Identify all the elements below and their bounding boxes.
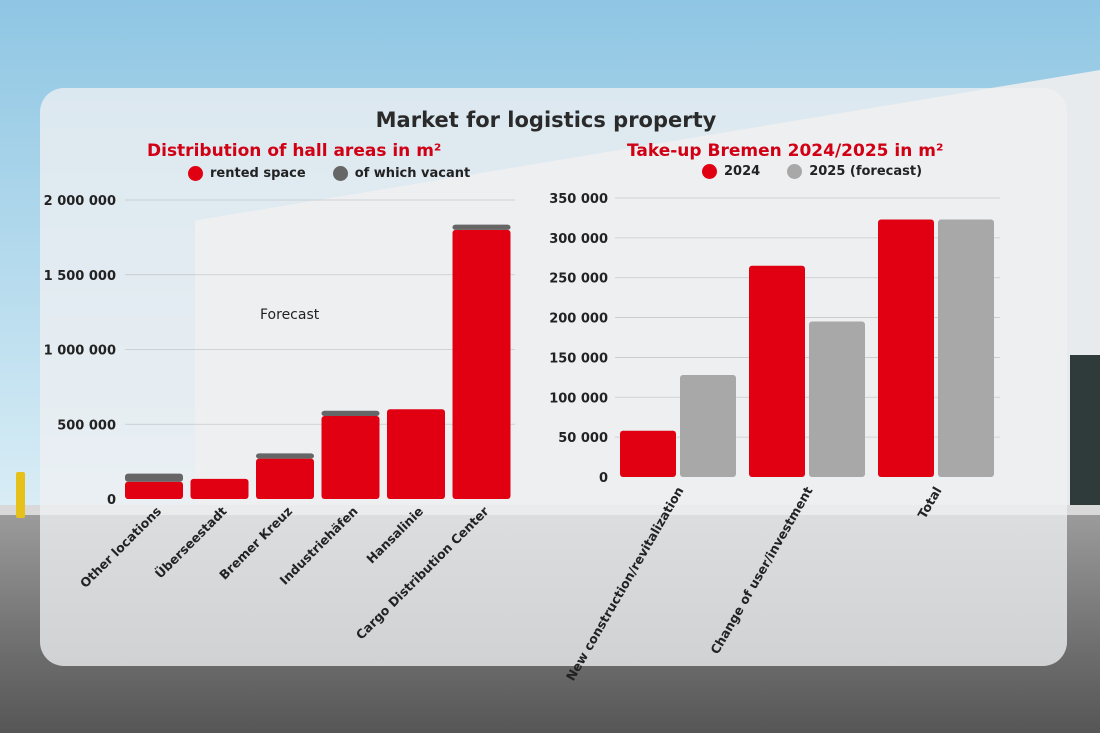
bar-2025-2	[938, 219, 994, 477]
chart1-ytick-label: 250 000	[549, 272, 608, 287]
chart0-ytick-label: 1 000 000	[44, 344, 116, 359]
legend-dot-rented	[188, 166, 203, 181]
chart1-ytick-label: 0	[599, 471, 608, 486]
right-chart-title: Take-up Bremen 2024/2025 in m²	[627, 141, 944, 161]
bar-rented-2	[256, 458, 314, 499]
legend-item-2024: 2024	[702, 164, 760, 179]
legend-item-vacant: of which vacant	[332, 166, 471, 181]
right-chart-legend: 2024 2025 (forecast)	[702, 164, 949, 179]
chart0-ytick-label: 0	[107, 493, 116, 508]
yellow-bollard	[16, 472, 25, 518]
chart1-ytick-label: 150 000	[549, 351, 608, 366]
category-label-5: Cargo Distribution Center	[353, 503, 492, 642]
bar-rented-4	[387, 409, 445, 499]
chart0-ytick-label: 2 000 000	[44, 194, 116, 209]
chart1-ytick-label: 300 000	[549, 232, 608, 247]
category-label-0: New construction/revitalization	[563, 484, 687, 683]
legend-label-2024: 2024	[724, 164, 761, 179]
forecast-annotation: Forecast	[260, 307, 320, 323]
bar-rented-1	[190, 478, 249, 499]
chart0-ytick-label: 500 000	[57, 418, 116, 433]
legend-label-vacant: of which vacant	[354, 166, 471, 181]
legend-label-rented: rented space	[210, 166, 306, 181]
bar-rented-3	[321, 416, 380, 499]
bar-2025-0	[680, 374, 736, 477]
legend-dot-2024	[702, 164, 717, 179]
chart1-ytick-label: 100 000	[549, 391, 608, 406]
bar-vacant-3	[321, 410, 380, 417]
chart1-ytick-label: 50 000	[558, 431, 608, 446]
bar-2024-0	[620, 430, 676, 477]
legend-dot-2025	[787, 164, 803, 179]
bar-2025-1	[809, 321, 865, 477]
bar-rented-5	[452, 229, 511, 499]
left-chart-title: Distribution of hall areas in m²	[147, 141, 442, 161]
bar-vacant-0	[125, 473, 183, 482]
legend-item-rented: rented space	[188, 166, 306, 181]
left-chart-legend: rented space of which vacant	[188, 166, 497, 181]
chart1-ytick-label: 350 000	[549, 192, 608, 207]
bar-vacant-2	[256, 453, 314, 459]
bar-rented-0	[125, 481, 183, 499]
page-title: Market for logistics property	[375, 108, 717, 132]
chart0-ytick-label: 1 500 000	[44, 269, 116, 284]
legend-label-2025: 2025 (forecast)	[809, 164, 923, 179]
category-label-0: Other locations	[77, 504, 164, 591]
chart1-ytick-label: 200 000	[549, 312, 608, 327]
bar-2024-2	[878, 219, 934, 477]
category-label-1: Change of user/investment	[707, 484, 815, 657]
legend-dot-vacant	[332, 166, 348, 181]
bar-vacant-5	[452, 224, 511, 230]
bar-2024-1	[749, 265, 805, 477]
category-label-4: Hansalinie	[363, 504, 426, 567]
category-label-2: Total	[915, 484, 945, 521]
legend-item-2025: 2025 (forecast)	[787, 164, 922, 179]
